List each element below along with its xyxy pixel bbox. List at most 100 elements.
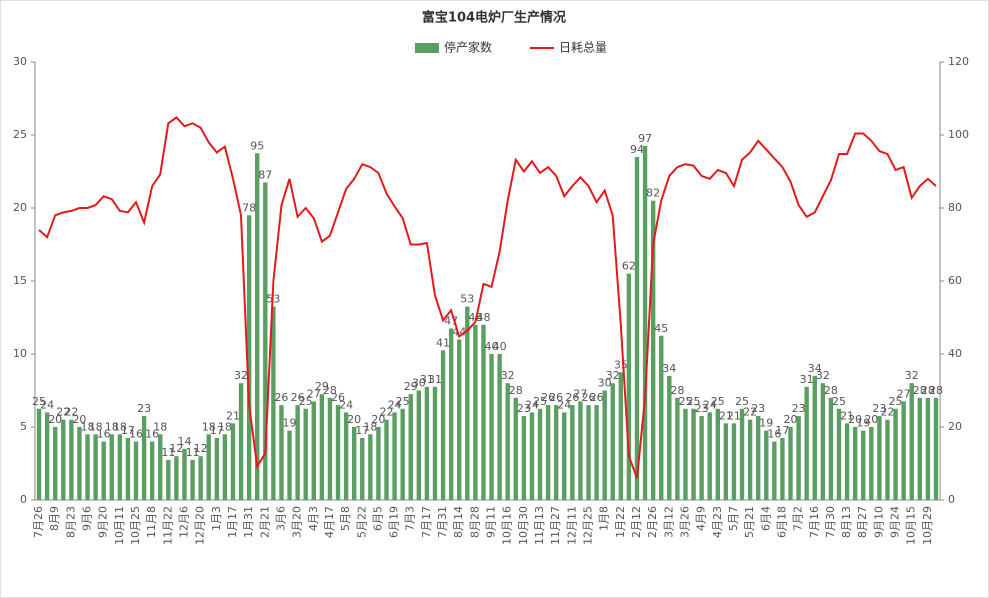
- x-tick-label: 1月17: [226, 506, 239, 538]
- legend-swatch: [415, 43, 439, 53]
- bar: [917, 397, 922, 500]
- bar-value-label: 23: [695, 402, 709, 415]
- bar: [804, 386, 809, 500]
- bar: [820, 383, 826, 500]
- bar: [36, 408, 42, 500]
- bar: [222, 434, 228, 500]
- x-tick-label: 3月6: [274, 506, 287, 531]
- x-tick-label: 7月31: [436, 506, 449, 538]
- bar-value-label: 25: [735, 395, 749, 408]
- bar-value-label: 22: [379, 406, 393, 419]
- bar: [529, 412, 535, 500]
- bar: [158, 434, 163, 500]
- bar-value-label: 22: [743, 406, 757, 419]
- bar: [537, 408, 543, 500]
- bar-value-label: 16: [97, 428, 111, 441]
- bar-value-label: 18: [153, 420, 167, 433]
- bar-value-label: 22: [56, 406, 70, 419]
- bar: [182, 448, 187, 500]
- x-tick-label: 8月14: [452, 506, 465, 538]
- bar: [844, 423, 850, 500]
- bar: [715, 408, 720, 500]
- bar: [125, 437, 131, 500]
- bar: [376, 427, 381, 500]
- bar: [925, 397, 931, 500]
- bar-value-label: 17: [210, 424, 224, 437]
- bar-value-label: 20: [48, 413, 62, 426]
- bar: [206, 434, 211, 500]
- bar: [77, 427, 82, 500]
- line: [38, 116, 937, 479]
- bar-value-label: 25: [32, 395, 46, 408]
- bar-value-label: 19: [759, 417, 773, 430]
- bar-value-label: 14: [177, 435, 191, 448]
- bar: [772, 441, 777, 500]
- bar: [279, 405, 284, 500]
- bar-value-label: 20: [72, 413, 86, 426]
- bar-value-label: 29: [404, 380, 418, 393]
- bar: [408, 394, 413, 500]
- bar: [327, 397, 333, 500]
- bar: [214, 437, 220, 500]
- x-tick-label: 11月27: [549, 506, 562, 545]
- bar-value-label: 32: [816, 369, 830, 382]
- bar-value-label: 25: [396, 395, 410, 408]
- bar-value-label: 41: [436, 336, 450, 349]
- bar-value-label: 29: [315, 380, 329, 393]
- bar: [836, 408, 842, 500]
- x-tick-label: 10月15: [905, 506, 918, 545]
- bar-value-label: 16: [129, 428, 143, 441]
- x-tick-label: 8月9: [48, 506, 61, 531]
- bar-value-label: 18: [363, 420, 377, 433]
- bar: [360, 437, 365, 500]
- bar-value-label: 20: [784, 413, 798, 426]
- bar: [465, 306, 470, 500]
- x-tick-label: 11月22: [161, 506, 174, 545]
- bar-value-label: 26: [541, 391, 555, 404]
- bar-value-label: 24: [557, 398, 571, 411]
- bar-value-label: 28: [323, 384, 337, 397]
- bar-value-label: 18: [81, 420, 95, 433]
- x-tick-label: 9月20: [97, 506, 110, 538]
- bar-value-label: 20: [848, 413, 862, 426]
- x-tick-label: 10月30: [517, 506, 530, 545]
- x-tick-label: 6月5: [371, 506, 384, 531]
- bar: [780, 437, 785, 500]
- bar-value-label: 16: [145, 428, 159, 441]
- bar: [117, 434, 123, 500]
- bar-value-label: 32: [234, 369, 248, 382]
- y-tick-label: 5: [20, 420, 27, 433]
- x-tick-label: 2月26: [646, 506, 659, 538]
- bar: [691, 408, 696, 500]
- bar-value-label: 27: [573, 387, 587, 400]
- bar-value-label: 23: [792, 402, 806, 415]
- bar-value-label: 18: [202, 420, 216, 433]
- bar: [634, 156, 640, 500]
- bar-value-label: 53: [460, 293, 474, 306]
- bar: [343, 412, 349, 500]
- x-tick-label: 9月11: [485, 506, 498, 538]
- x-tick-label: 12月20: [194, 506, 207, 545]
- bar-value-label: 35: [614, 358, 628, 371]
- bar: [198, 456, 203, 500]
- bar: [602, 390, 607, 500]
- x-tick-label: 11月13: [533, 506, 546, 545]
- bar: [586, 405, 591, 500]
- bar: [149, 441, 155, 500]
- x-tick-label: 1月3: [210, 506, 223, 531]
- bar: [101, 441, 106, 500]
- bar-value-label: 27: [897, 387, 911, 400]
- bar-value-label: 26: [291, 391, 305, 404]
- bar-value-label: 24: [339, 398, 353, 411]
- bar: [885, 419, 890, 500]
- bar-value-label: 20: [371, 413, 385, 426]
- bar-value-label: 19: [856, 417, 870, 430]
- y2-tick-label: 120: [948, 55, 969, 68]
- bar-value-label: 26: [590, 391, 604, 404]
- bar: [109, 434, 114, 500]
- bar: [368, 434, 373, 500]
- bar-value-label: 16: [767, 428, 781, 441]
- bar: [303, 408, 308, 500]
- bar-value-label: 11: [186, 446, 200, 459]
